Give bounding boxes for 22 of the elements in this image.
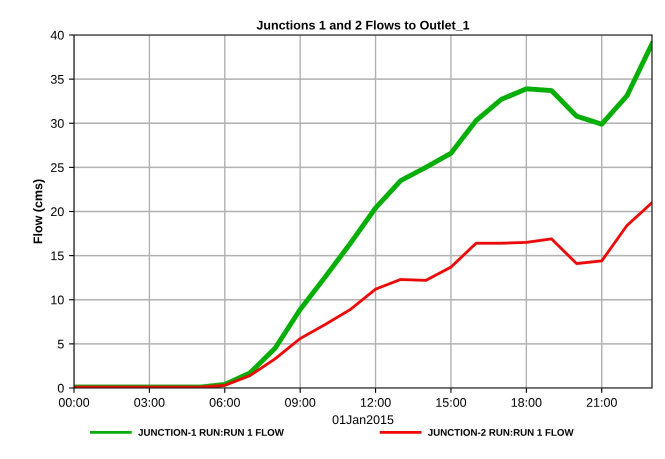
- x-tick-label: 15:00: [436, 398, 466, 407]
- y-tick-label: 5: [58, 340, 64, 349]
- x-tick-label: 12:00: [360, 398, 391, 407]
- y-tick-label: 35: [50, 74, 64, 84]
- y-tick-label: 20: [51, 207, 64, 216]
- x-tick-label: 03:00: [134, 398, 165, 407]
- chart-title: Junctions 1 and 2 Flows to Outlet_1: [256, 20, 470, 31]
- y-tick-label: 0: [58, 384, 64, 393]
- x-tick-label: 09:00: [285, 398, 316, 407]
- y-tick-label: 25: [51, 163, 64, 172]
- y-axis-title: Flow (cms): [33, 179, 45, 244]
- legend-label: JUNCTION-1 RUN:RUN 1 FLOW: [138, 428, 284, 436]
- y-tick-label: 15: [51, 252, 64, 260]
- y-tick-label: 10: [51, 296, 64, 304]
- y-tick-label: 30: [50, 119, 64, 128]
- x-tick-label: 00:00: [58, 398, 90, 407]
- x-tick-label: 21:00: [586, 398, 617, 407]
- y-tick-label: 40: [50, 30, 64, 40]
- legend-label: JUNCTION-2 RUN:RUN 1 FLOW: [428, 428, 574, 436]
- x-tick-label: 18:00: [512, 398, 542, 407]
- x-axis-title: 01Jan2015: [332, 415, 394, 424]
- x-tick-label: 06:00: [210, 398, 240, 407]
